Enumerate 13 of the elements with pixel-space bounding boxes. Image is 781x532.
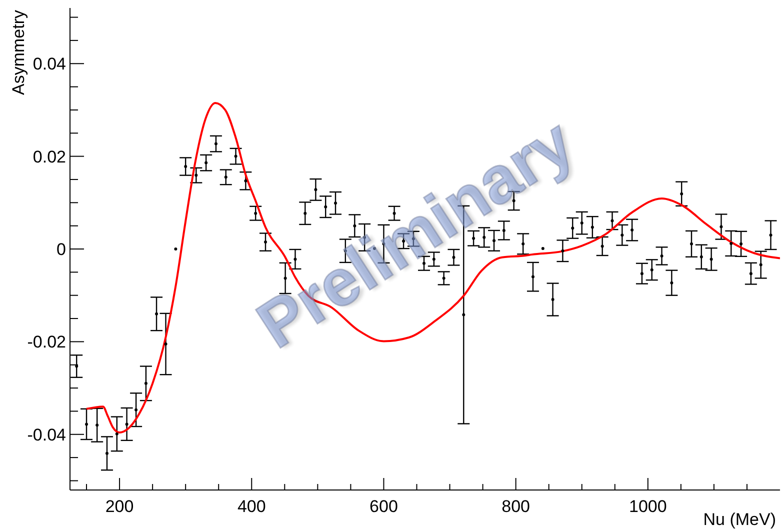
y-tick-label: 0.02 xyxy=(32,147,66,166)
y-tick-label: -0.02 xyxy=(27,332,66,352)
x-tick-label: 1000 xyxy=(628,497,667,516)
y-tick-label: 0.04 xyxy=(32,54,66,74)
x-tick-label: 200 xyxy=(105,497,134,516)
x-tick-label: 400 xyxy=(237,497,266,516)
x-tick-label: 800 xyxy=(502,497,530,516)
y-tick-label: 0 xyxy=(56,240,66,259)
line-series xyxy=(86,102,780,434)
y-tick-label: -0.04 xyxy=(27,425,66,444)
x-axis-title: Nu (MeV) xyxy=(703,510,776,529)
y-axis-title: Asymmetry xyxy=(9,10,28,95)
x-tick-label: 600 xyxy=(370,497,398,516)
